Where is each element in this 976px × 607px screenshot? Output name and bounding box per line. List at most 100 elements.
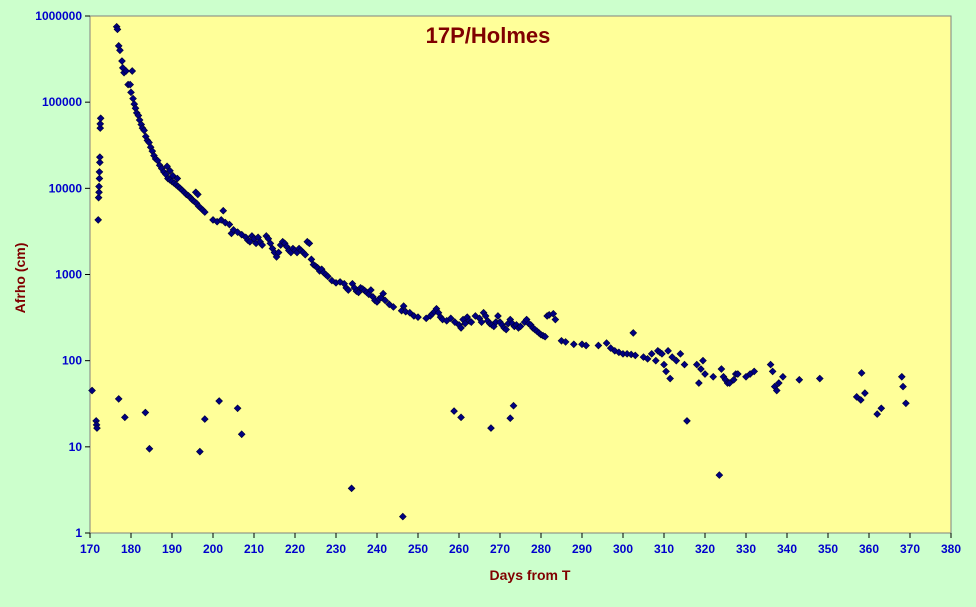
data-point [163,162,171,171]
data-point [126,80,135,89]
data-point [301,250,310,259]
data-point [627,350,636,359]
data-point [897,372,906,381]
data-point [594,341,603,350]
data-point [446,314,455,323]
data-point [899,382,907,391]
data-point [709,372,718,381]
data-point [233,404,242,413]
data-point [672,356,681,365]
y-tick-label: 1 [75,526,82,540]
data-point [699,356,707,365]
data-point [643,355,652,363]
data-point [467,318,476,326]
data-point [582,341,590,350]
y-tick-label: 1000000 [35,9,82,23]
data-point [94,216,103,224]
x-tick-label: 280 [531,542,551,556]
data-point [451,318,459,326]
data-point [541,332,549,341]
x-tick-label: 200 [203,542,223,556]
data-point [274,248,283,257]
axes: 170 180 190 200 210 220 230 240 250 260 270 280 290 3… [35,9,961,556]
data-point [96,124,105,132]
data-point [680,360,689,369]
data-point [457,324,465,332]
x-tick-label: 270 [490,542,510,556]
data-point [200,208,209,216]
data-point [438,315,447,324]
data-point [95,174,104,183]
data-point [116,46,124,55]
x-tick-label: 370 [900,542,920,556]
data-point [173,174,182,183]
x-tick-label: 360 [859,542,879,556]
data-point [88,386,96,395]
data-point [266,239,275,248]
data-point [127,88,135,97]
data-point [561,338,570,346]
data-point [140,126,148,135]
data-point [729,375,738,384]
data-point [629,329,638,337]
data-point [367,286,375,294]
x-tick-label: 210 [244,542,264,556]
data-point [114,395,123,403]
data-point [701,370,709,378]
x-tick-label: 330 [736,542,756,556]
x-tick-label: 250 [408,542,428,556]
data-point [683,417,691,425]
data-point [676,350,685,358]
data-point [237,430,246,439]
data-point [856,396,865,404]
data-point [399,512,407,521]
x-tick-label: 350 [818,542,838,556]
data-point [96,114,105,123]
x-tick-label: 380 [941,542,961,556]
data-point [95,188,103,197]
x-tick-label: 170 [80,542,100,556]
data-point [549,309,558,318]
data-point [96,120,105,128]
y-axis-label: Afrho (cm) [12,243,28,314]
data-point [695,379,703,387]
data-point [873,410,882,418]
data-point [414,313,422,321]
data-point [381,296,390,305]
x-tick-label: 260 [449,542,469,556]
chart-title: 17P/Holmes [426,23,551,48]
data-point [194,190,202,199]
data-point [200,415,209,423]
x-tick-label: 310 [654,542,674,556]
y-tick-label: 100 [62,354,82,368]
data-point [725,379,734,387]
x-tick-label: 180 [121,542,141,556]
data-point [347,484,356,493]
data-point [715,471,724,479]
data-point [457,413,465,422]
data-point [344,286,353,294]
data-point [307,255,316,264]
data-point [795,375,804,384]
data-point [494,312,502,320]
data-point [145,444,154,453]
x-axis-label: Days from T [490,567,571,583]
data-point [662,367,670,376]
data-point [717,365,726,373]
data-point [121,413,129,422]
x-tick-label: 230 [326,542,346,556]
x-tick-label: 300 [613,542,633,556]
data-point [215,397,223,405]
data-point [660,360,668,369]
data-point [557,336,566,345]
plot-area [89,15,952,534]
data-points [88,22,910,521]
data-point [692,360,701,369]
y-tick-label: 10 [69,440,83,454]
data-point [379,289,387,298]
data-point [237,230,246,239]
y-tick-label: 10000 [49,181,83,195]
data-point [664,347,672,355]
data-point [196,447,204,456]
